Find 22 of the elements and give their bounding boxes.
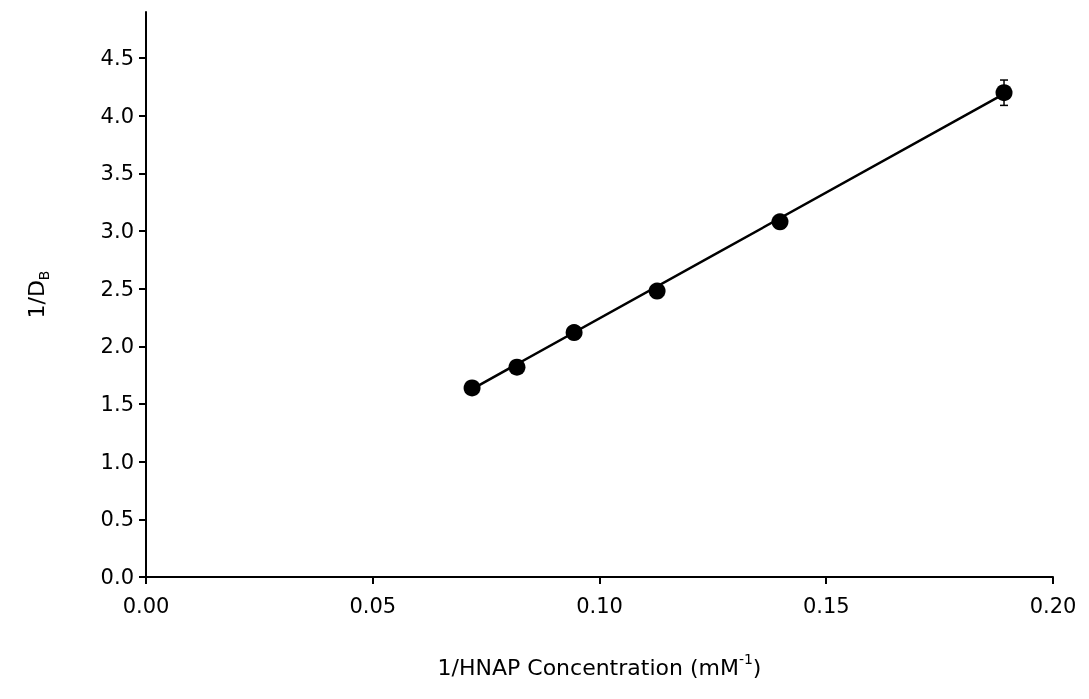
x-tick-label: 0.15 xyxy=(802,593,850,618)
y-tick-label: 3.0 xyxy=(100,219,134,244)
x-tick-label: 0.10 xyxy=(576,593,623,618)
y-tick-label: 0.5 xyxy=(100,507,134,532)
y-tick-label: 2.0 xyxy=(100,334,134,359)
point xyxy=(648,282,666,300)
x-tick-label: 0.05 xyxy=(349,593,397,618)
y-tick-label: 3.5 xyxy=(100,161,134,186)
y-tick-label: 2.5 xyxy=(100,276,134,301)
y-axis-title: 1/DB xyxy=(23,270,52,319)
y-tick-label: 1.0 xyxy=(100,449,134,474)
point xyxy=(565,324,583,342)
point xyxy=(771,213,789,231)
point xyxy=(508,358,526,376)
y-tick-label: 1.5 xyxy=(100,392,134,417)
x-tick-label: 0.00 xyxy=(122,593,170,618)
point xyxy=(995,84,1013,102)
point xyxy=(463,379,481,397)
y-tick-label: 0.0 xyxy=(100,565,134,589)
x-tick-label: 0.20 xyxy=(1029,593,1077,618)
y-tick-label: 4.5 xyxy=(100,46,134,71)
y-tick-label: 4.0 xyxy=(100,103,134,128)
